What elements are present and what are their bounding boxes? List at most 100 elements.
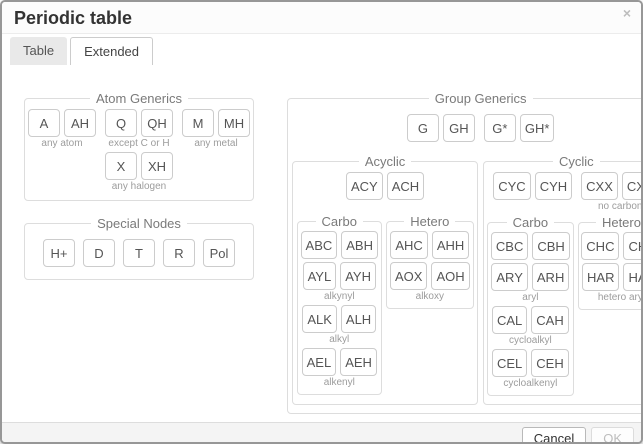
generic-button-pol[interactable]: Pol [203,239,235,267]
generic-button-arh[interactable]: ARH [531,263,570,291]
cyclic-carbo-section: Carbo CBC CBH ARY ARH aryl CAL CAH cycloalkyl CE… [487,215,574,396]
generic-button-cel[interactable]: CEL [492,349,528,377]
generic-button-acy[interactable]: ACY [346,172,383,200]
pair-caption: alkyl [329,334,350,345]
generic-button-t[interactable]: T [123,239,155,267]
generic-button-q[interactable]: Q [105,109,137,137]
generic-button-cal[interactable]: CAL [492,306,528,334]
group-generics-legend: Group Generics [434,91,527,106]
acyclic-hetero-section: Hetero AHC AHH AOX AOH alkoxy [386,214,474,309]
generic-button-mh[interactable]: MH [218,109,250,137]
button-pair: ACY ACH [346,172,425,200]
generic-button-cah[interactable]: CAH [531,306,569,334]
button-pair: CAL CAH cycloalkyl [492,306,569,346]
pair-buttons: ALK ALH [302,305,377,333]
cyclic-hetero-section: Hetero CHCCHHHARHAHhetero aryl [577,215,641,310]
acyclic-carbo-section: Carbo ABC ABH AYL AYH alkynyl ALK ALH alkyl AEL A… [296,214,382,395]
acyclic-legend: Acyclic [364,154,406,169]
generic-button-aeh[interactable]: AEH [340,348,377,376]
generic-button-cyh[interactable]: CYH [534,172,573,200]
generic-button-har[interactable]: HAR [582,263,620,291]
generic-button-r[interactable]: R [163,239,195,267]
generic-button-ach[interactable]: ACH [386,172,425,200]
generic-button-gh-star[interactable]: GH* [519,114,555,142]
generic-button-m[interactable]: M [182,109,214,137]
generic-button-a[interactable]: A [28,109,60,137]
generic-button-ayl[interactable]: AYL [302,262,337,290]
cancel-button[interactable]: Cancel [521,427,587,442]
acyclic-carbo-legend: Carbo [321,214,357,229]
cyclic-hetero-legend: Hetero [601,215,641,230]
pair-buttons: AYL AYH [302,262,376,290]
generic-button-ahh[interactable]: AHH [431,231,470,259]
generic-button-alh[interactable]: ALH [340,305,377,333]
dialog-header: Periodic table × [2,2,641,34]
generic-button-chc[interactable]: CHC [581,232,620,260]
generic-button-ael[interactable]: AEL [301,348,337,376]
generic-button-h-plus[interactable]: H+ [43,239,75,267]
generic-button-g[interactable]: G [406,114,439,142]
generic-button-ah[interactable]: AH [64,109,96,137]
pair-caption: alkynyl [323,291,355,302]
pair-buttons: HARHAH [582,263,641,291]
button-pair: M MH any metal [182,109,250,149]
acyclic-section: Acyclic ACY ACH Carbo ABC ABH AYL AYH alkynyl… [292,154,479,405]
button-pair: CBC CBH [490,232,570,260]
generic-button-alk[interactable]: ALK [302,305,337,333]
special-nodes-section: Special Nodes H+ D T R Pol [24,216,254,280]
tab-table[interactable]: Table [10,37,68,65]
pair-caption: no carbon [597,201,643,212]
generic-button-abh[interactable]: ABH [341,231,378,259]
group-generics-top-row: G GH G* GH* [292,114,641,142]
pair-buttons: ABC ABH [300,231,378,259]
generic-button-hah[interactable]: HAH [623,263,641,291]
generic-button-aox[interactable]: AOX [390,262,428,290]
close-icon[interactable]: × [622,5,631,21]
pair-buttons: ARY ARH [491,263,570,291]
generic-button-ahc[interactable]: AHC [390,231,428,259]
generic-button-cxh[interactable]: CXH [621,172,641,200]
pair-buttons: G* GH* [483,114,555,142]
pair-buttons: CEL CEH [492,349,569,377]
pair-caption: alkoxy [415,291,444,302]
generic-button-cxx[interactable]: CXX [581,172,618,200]
dialog-content: Atom Generics A AH any atom Q QH except C or … [2,65,641,422]
tab-extended[interactable]: Extended [70,37,154,65]
generic-button-ayh[interactable]: AYH [340,262,376,290]
generic-button-d[interactable]: D [83,239,115,267]
pair-caption: cycloalkyl [508,335,552,346]
pair-buttons: CBC CBH [490,232,570,260]
cyclic-legend: Cyclic [558,154,594,169]
pair-buttons: M MH [182,109,250,137]
generic-button-aoh[interactable]: AOH [431,262,470,290]
button-pair: AEL AEH alkenyl [301,348,377,388]
pair-buttons: X XH [105,152,173,180]
generic-button-xh[interactable]: XH [141,152,173,180]
generic-button-cbh[interactable]: CBH [532,232,570,260]
button-pair: Q QH except C or H [105,109,173,149]
button-pair: G* GH* [483,114,555,142]
acyclic-columns: Carbo ABC ABH AYL AYH alkynyl ALK ALH alkyl AEL A… [296,214,474,395]
generic-button-chh[interactable]: CHH [623,232,641,260]
pair-buttons: G GH [406,114,475,142]
pair-buttons: CHCCHH [581,232,641,260]
button-pair: ARY ARH aryl [491,263,570,303]
generic-button-x[interactable]: X [105,152,137,180]
generic-button-gh[interactable]: GH [442,114,475,142]
generic-button-abc[interactable]: ABC [300,231,338,259]
cyclic-hetero-stack: CHCCHHHARHAHhetero aryl [581,232,641,303]
generic-button-cbc[interactable]: CBC [490,232,529,260]
generic-button-ceh[interactable]: CEH [531,349,569,377]
acyclic-carbo-stack: ABC ABH AYL AYH alkynyl ALK ALH alkyl AEL AEH alke… [300,231,378,388]
generic-button-ary[interactable]: ARY [491,263,528,291]
generic-button-qh[interactable]: QH [141,109,173,137]
atom-generics-legend: Atom Generics [96,91,182,106]
pair-buttons: ACY ACH [346,172,425,200]
pair-caption: except C or H [108,138,170,149]
generic-button-cyc[interactable]: CYC [493,172,531,200]
ok-button[interactable]: OK [591,427,634,442]
group-generics-columns: Acyclic ACY ACH Carbo ABC ABH AYL AYH alkynyl… [292,154,643,405]
button-pair: CYC CYH [493,172,573,200]
generic-button-g-star[interactable]: G* [483,114,516,142]
